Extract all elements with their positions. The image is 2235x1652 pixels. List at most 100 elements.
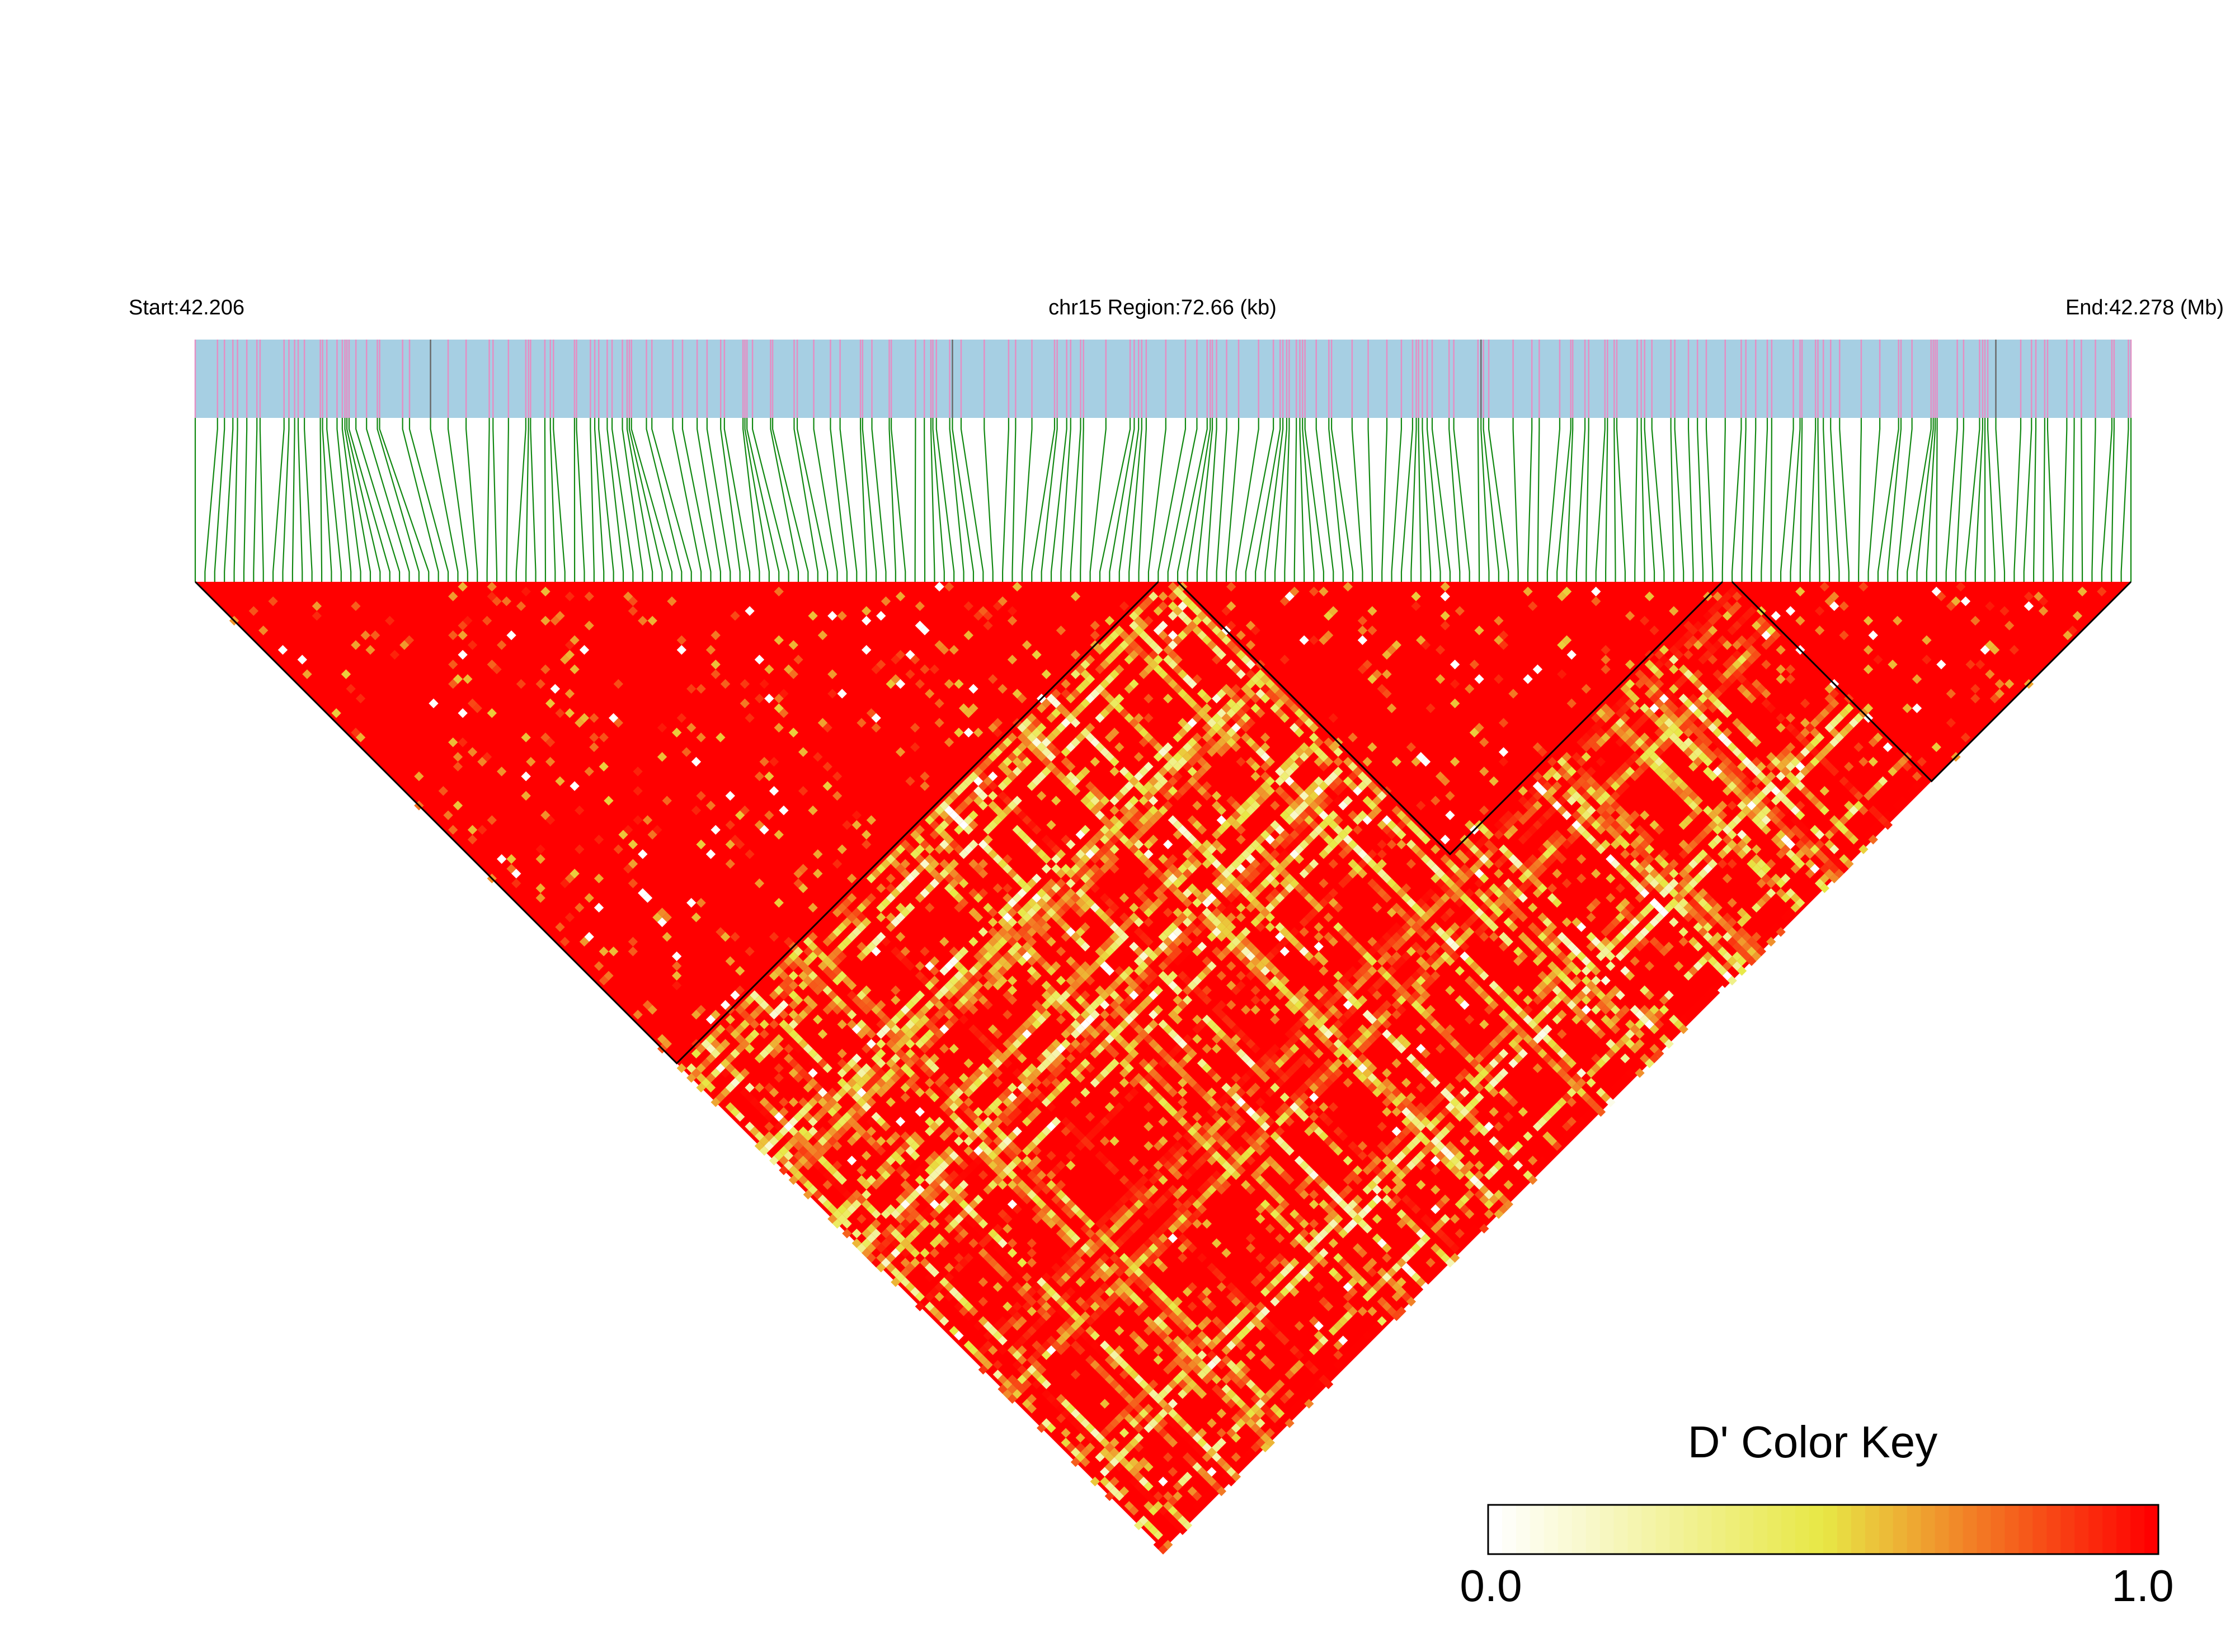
ld-cell bbox=[1319, 1014, 1329, 1025]
ld-cell bbox=[1460, 1088, 1470, 1098]
ld-cell bbox=[1445, 1082, 1455, 1093]
ld-cell bbox=[1343, 1311, 1353, 1321]
ld-cell bbox=[1250, 1005, 1260, 1015]
ld-cell bbox=[857, 1243, 867, 1253]
ld-cell bbox=[1046, 742, 1056, 752]
ld-cell bbox=[1012, 1155, 1022, 1166]
ld-cell bbox=[827, 1214, 837, 1224]
ld-cell bbox=[1382, 942, 1392, 952]
ld-cell bbox=[1133, 645, 1144, 655]
ld-cell bbox=[550, 684, 561, 694]
ld-cell bbox=[594, 902, 604, 913]
ld-cell bbox=[925, 815, 935, 825]
ld-cell bbox=[1319, 995, 1329, 1005]
ld-cell bbox=[1435, 1024, 1446, 1034]
ld-cell bbox=[1032, 1184, 1042, 1195]
ld-cell bbox=[1255, 864, 1265, 874]
snp-connector bbox=[1616, 418, 1626, 582]
ld-cell bbox=[1017, 1287, 1027, 1297]
ld-cell bbox=[1114, 693, 1124, 704]
ld-cell bbox=[1099, 825, 1110, 835]
ld-cell bbox=[798, 864, 808, 874]
ld-cell bbox=[954, 1088, 964, 1098]
ld-cell bbox=[862, 830, 872, 840]
ld-cell bbox=[857, 1204, 867, 1215]
ld-cell bbox=[1250, 839, 1260, 850]
ld-cell bbox=[1498, 1068, 1509, 1078]
ld-cell bbox=[992, 1126, 1003, 1137]
ld-cell bbox=[1211, 1024, 1222, 1034]
ld-cell bbox=[1114, 1462, 1124, 1472]
ld-cell bbox=[1333, 1146, 1343, 1156]
ld-cell bbox=[1508, 1039, 1518, 1049]
ld-cell bbox=[506, 854, 516, 864]
ld-cell bbox=[1284, 1369, 1295, 1380]
ld-cell bbox=[1066, 693, 1076, 704]
ld-cell bbox=[1192, 985, 1202, 995]
ld-cell bbox=[745, 947, 755, 957]
ld-cell bbox=[1144, 1491, 1154, 1502]
ld-cell bbox=[1236, 912, 1246, 923]
ld-cell bbox=[628, 878, 638, 888]
ld-cell bbox=[1333, 1253, 1343, 1263]
ld-cell bbox=[1299, 839, 1309, 850]
ld-cell bbox=[1391, 1010, 1401, 1020]
ld-cell bbox=[1027, 1092, 1037, 1103]
ld-cell bbox=[1290, 1364, 1300, 1375]
ld-cell bbox=[458, 737, 468, 747]
ld-cell bbox=[1027, 927, 1037, 937]
ld-cell bbox=[1192, 898, 1202, 908]
ld-cell bbox=[881, 898, 891, 908]
ld-cell bbox=[1163, 956, 1173, 966]
ld-cell bbox=[1046, 936, 1056, 947]
snp-connector bbox=[2046, 418, 2054, 582]
ld-cell bbox=[920, 1258, 930, 1268]
ld-cell bbox=[1187, 835, 1197, 845]
ld-cell bbox=[1532, 1121, 1543, 1132]
ld-cell bbox=[1314, 1253, 1324, 1263]
ld-cell bbox=[929, 966, 940, 976]
ld-cell bbox=[1022, 1292, 1032, 1302]
ld-cell bbox=[910, 1209, 920, 1219]
ld-cell bbox=[886, 893, 896, 903]
ld-cell bbox=[1489, 1194, 1499, 1204]
ld-cell bbox=[1503, 1024, 1513, 1034]
snp-connector bbox=[1512, 418, 1519, 582]
ld-cell bbox=[1265, 835, 1275, 845]
ld-cell bbox=[1003, 883, 1013, 893]
ld-cell bbox=[876, 1263, 886, 1273]
ld-cell bbox=[949, 1189, 959, 1200]
ld-cell bbox=[1168, 1048, 1178, 1058]
ld-cell bbox=[1319, 898, 1329, 908]
ld-cell bbox=[1124, 1404, 1134, 1414]
ld-cell bbox=[1236, 1292, 1246, 1302]
ld-cell bbox=[1109, 1214, 1119, 1224]
ld-cell bbox=[983, 1340, 993, 1350]
ld-cell bbox=[1294, 1214, 1305, 1224]
snp-connector bbox=[1987, 418, 1996, 582]
snp-connector bbox=[1128, 418, 1142, 582]
ld-cell bbox=[1348, 1209, 1358, 1219]
ld-cell bbox=[1386, 1082, 1397, 1093]
ld-cell bbox=[1211, 1005, 1222, 1015]
ld-cell bbox=[1061, 1428, 1071, 1438]
ld-cell bbox=[891, 1063, 901, 1074]
ld-cell bbox=[1314, 931, 1324, 942]
ld-cell bbox=[1211, 1442, 1222, 1453]
ld-cell bbox=[862, 839, 872, 850]
ld-cell bbox=[1138, 1165, 1149, 1175]
ld-cell bbox=[1294, 1272, 1305, 1282]
ld-cell bbox=[1279, 1199, 1290, 1209]
ld-cell bbox=[1304, 1389, 1314, 1399]
ld-cell bbox=[1109, 902, 1119, 913]
ld-cell bbox=[754, 693, 765, 704]
ld-cell bbox=[1061, 1340, 1071, 1350]
ld-cell bbox=[1304, 796, 1314, 806]
ld-cell bbox=[1075, 936, 1085, 947]
ld-cell bbox=[1411, 1126, 1421, 1137]
ld-cell bbox=[1435, 1092, 1446, 1103]
ld-cell bbox=[1420, 931, 1431, 942]
ld-cell bbox=[1138, 1476, 1149, 1486]
ld-cell bbox=[1279, 830, 1290, 840]
ld-cell bbox=[798, 1068, 808, 1078]
